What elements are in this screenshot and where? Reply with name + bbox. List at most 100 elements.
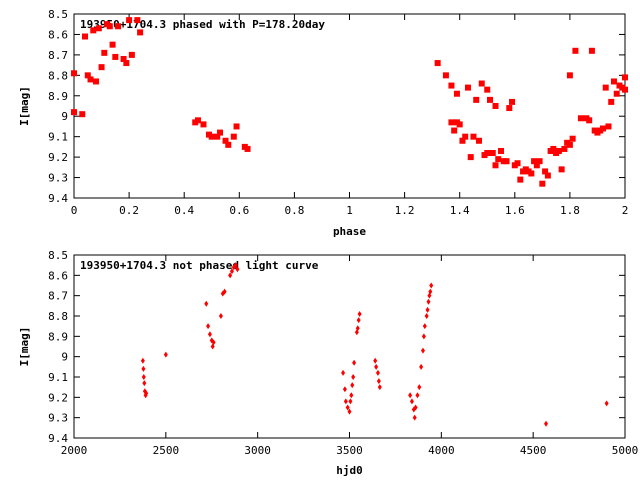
phased-data-point [539, 180, 546, 187]
phased-data-point [109, 41, 116, 48]
phased-data-point [503, 158, 510, 165]
phased-data-point [459, 137, 466, 144]
unphased-data-point [348, 398, 353, 405]
unphased-data-point [426, 298, 431, 305]
phased-x-tick-label: 2 [622, 204, 629, 217]
phased-data-point [478, 80, 485, 87]
phased-data-point [123, 60, 130, 67]
unphased-y-tick-label: 9 [61, 351, 68, 364]
phased-data-point [608, 98, 615, 105]
phased-data-point [528, 170, 535, 177]
phased-data-point [599, 125, 606, 132]
phased-data-point [112, 53, 119, 60]
phased-data-point [489, 150, 496, 157]
unphased-x-tick-label: 5000 [612, 444, 639, 457]
phased-data-point [622, 74, 628, 81]
unphased-data-point [350, 382, 355, 389]
phased-data-point [79, 111, 86, 118]
phased-data-point [208, 133, 215, 140]
unphased-data-point [140, 357, 145, 364]
unphased-data-point [341, 369, 346, 376]
phased-y-tick-label: 8.6 [48, 28, 68, 41]
phased-data-point [101, 49, 108, 56]
phased-data-point [71, 70, 77, 77]
phased-data-point [464, 84, 471, 91]
unphased-y-tick-label: 9.3 [48, 412, 68, 425]
unphased-data-point [141, 365, 146, 372]
phased-data-point [470, 133, 477, 140]
unphased-y-tick-label: 8.5 [48, 249, 68, 262]
phased-data-point [120, 55, 127, 62]
unphased-data-point [417, 384, 422, 391]
phased-data-point [233, 123, 240, 130]
phased-x-tick-label: 1.8 [560, 204, 580, 217]
unphased-data-point [356, 317, 361, 324]
phased-data-point [134, 17, 141, 24]
unphased-chart-title: 193950+1704.3 not phased light curve [80, 259, 319, 272]
unphased-data-point [355, 325, 360, 332]
phased-data-point [484, 150, 491, 157]
unphased-data-point [412, 414, 417, 421]
unphased-data-point [228, 272, 233, 279]
unphased-data-point [144, 390, 149, 397]
unphased-data-point [544, 420, 549, 427]
phased-data-point [586, 117, 593, 124]
phased-x-tick-label: 0.4 [174, 204, 194, 217]
unphased-y-tick-label: 9.4 [48, 432, 68, 445]
phased-data-point [98, 64, 105, 71]
phased-data-point [558, 166, 565, 173]
unphased-data-point [347, 408, 352, 415]
phased-y-tick-label: 9 [61, 110, 68, 123]
phased-data-point [572, 47, 579, 54]
phased-data-point [555, 147, 562, 154]
phased-data-point [194, 117, 201, 124]
phased-data-point [87, 76, 94, 83]
unphased-x-tick-label: 4000 [428, 444, 455, 457]
phased-data-point [462, 133, 469, 140]
phased-data-point [84, 72, 91, 79]
phased-data-point [434, 60, 441, 67]
phased-data-point [533, 162, 540, 169]
phased-data-point [577, 115, 584, 122]
phased-x-tick-label: 0.6 [229, 204, 249, 217]
unphased-data-point [235, 266, 240, 273]
phased-data-point [217, 129, 224, 136]
unphased-y-tick-label: 8.7 [48, 290, 68, 303]
phased-data-point [128, 51, 135, 58]
unphased-data-point [229, 268, 234, 275]
phased-data-point [442, 72, 449, 79]
unphased-data-point [352, 359, 357, 366]
unphased-data-point [222, 288, 227, 295]
phased-y-tick-label: 9.3 [48, 172, 68, 185]
phased-data-point [514, 160, 521, 167]
phased-data-point [473, 96, 480, 103]
unphased-data-point [141, 374, 146, 380]
phased-y-tick-label: 8.7 [48, 49, 68, 62]
phased-data-point [230, 133, 237, 140]
phased-data-point [475, 137, 482, 144]
phased-data-point [137, 29, 144, 36]
phased-y-tick-label: 9.4 [48, 192, 68, 205]
phased-data-point [82, 33, 89, 40]
unphased-y-tick-label: 9.1 [48, 371, 68, 384]
phased-y-tick-label: 8.5 [48, 8, 68, 21]
unphased-data-point [604, 400, 609, 407]
phased-data-point [509, 98, 516, 105]
phased-data-point [561, 145, 568, 152]
phased-data-point [588, 47, 595, 54]
unphased-data-point [413, 404, 418, 411]
unphased-data-point [218, 313, 223, 319]
phased-data-point [569, 135, 576, 142]
phased-y-tick-label: 9.2 [48, 151, 68, 164]
phased-data-point [492, 103, 499, 109]
phased-data-point [542, 168, 549, 175]
unphased-y-tick-label: 8.8 [48, 310, 68, 323]
phased-data-point [544, 172, 551, 179]
unphased-data-point [421, 333, 426, 340]
unphased-x-tick-label: 2500 [153, 444, 180, 457]
phased-data-point [200, 121, 207, 128]
unphased-x-axis-label: hjd0 [336, 464, 363, 477]
unphased-data-point [415, 392, 420, 399]
phased-data-point [106, 23, 113, 30]
unphased-data-point [211, 339, 216, 346]
